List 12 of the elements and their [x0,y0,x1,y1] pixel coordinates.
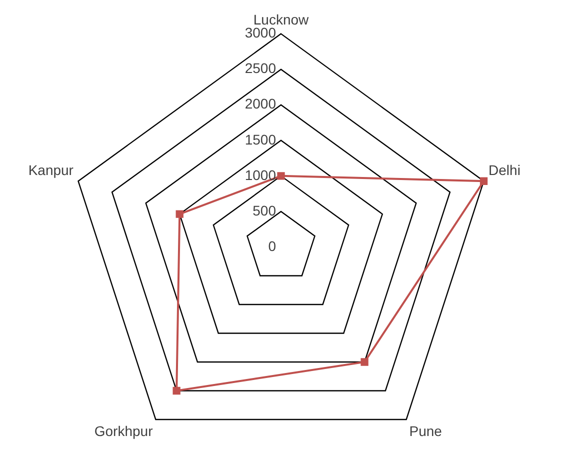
spoke-label: Gorkhpur [94,422,154,439]
y-tick-label: 500 [252,202,276,218]
spoke-label: Delhi [488,162,520,178]
y-tick-label: 1500 [244,131,276,148]
y-tick-label: 2000 [244,96,276,112]
spoke-label: Pune [409,422,442,439]
spoke-label: Lucknow [253,11,310,28]
y-tick-label: 1000 [244,166,276,183]
y-tick-label: 0 [268,238,276,254]
y-tick-label: 2500 [244,60,276,76]
spoke-label: Kanpur [28,162,74,178]
y-tick-label: 3000 [244,24,276,41]
